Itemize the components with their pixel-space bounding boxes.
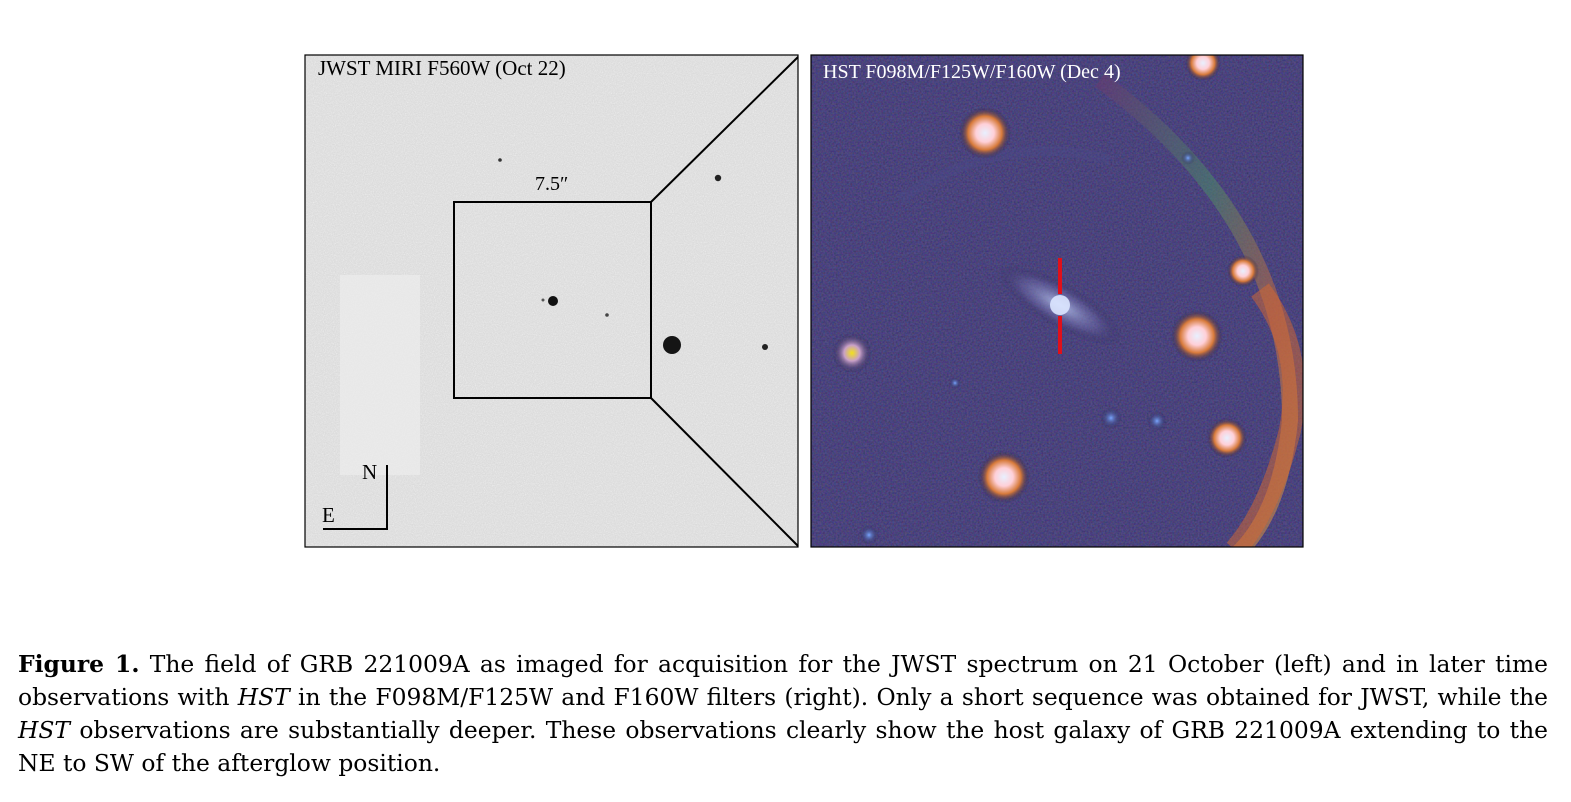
caption-label: Figure 1.	[18, 650, 140, 678]
hst-star	[959, 107, 1011, 159]
figure-1: JWST MIRI F560W (Oct 22) 7.5″ N E HST F0…	[304, 54, 1304, 548]
faint-arc	[897, 146, 1112, 205]
jwst-source	[498, 158, 502, 162]
hst-source	[1147, 411, 1167, 431]
afterglow-source	[1050, 295, 1070, 315]
jwst-source	[762, 344, 768, 350]
jwst-bright-source	[663, 336, 681, 354]
zoom-box	[453, 201, 652, 399]
jwst-source	[605, 313, 609, 317]
compass-east-label: E	[322, 503, 335, 527]
lensing-arc-bright	[1226, 283, 1303, 547]
hst-source	[1181, 151, 1195, 165]
jwst-source	[541, 298, 545, 302]
jwst-afterglow-source	[548, 296, 558, 306]
hst-panel	[810, 54, 1304, 548]
hst-star	[978, 451, 1030, 503]
hst-source	[1100, 407, 1122, 429]
zoom-line-bottom	[650, 397, 799, 547]
hst-source	[949, 377, 961, 389]
jwst-source	[714, 174, 722, 182]
figure-caption: Figure 1. The field of GRB 221009A as im…	[18, 648, 1548, 780]
hst-star	[832, 333, 872, 373]
caption-text: observations are substantially deeper. T…	[18, 716, 1548, 777]
jwst-bright-patch	[340, 275, 420, 475]
caption-emphasis: HST	[237, 683, 290, 711]
jwst-panel-label: JWST MIRI F560W (Oct 22)	[318, 56, 566, 80]
scale-label: 7.5″	[535, 173, 569, 195]
compass-north-label: N	[362, 460, 378, 484]
hst-source	[859, 525, 879, 545]
caption-emphasis: HST	[18, 716, 71, 744]
caption-text: in the F098M/F125W and F160W filters (ri…	[289, 683, 1548, 711]
jwst-panel	[304, 54, 799, 548]
compass-arrows	[323, 465, 388, 530]
caption-text: The field of GRB 221009A as imaged for a…	[18, 650, 1549, 711]
hst-panel-frame	[810, 54, 1304, 548]
zoom-line-top	[650, 56, 799, 203]
hst-star	[1227, 255, 1259, 287]
figure-graphic	[304, 54, 1304, 548]
hst-star	[1185, 55, 1221, 81]
hst-panel-label: HST F098M/F125W/F160W (Dec 4)	[823, 61, 1121, 83]
hst-star	[1171, 310, 1223, 362]
jwst-panel-frame	[304, 54, 799, 548]
hst-star	[1207, 418, 1247, 458]
